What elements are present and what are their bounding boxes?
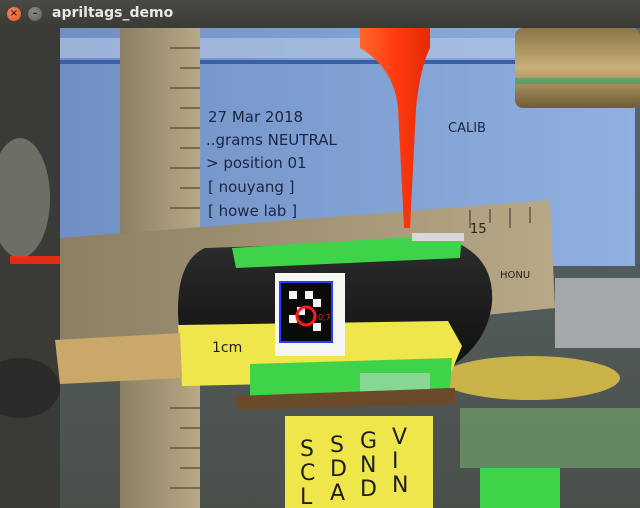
- cylinder-green-band: [515, 78, 640, 84]
- right-base: [460, 408, 640, 468]
- yellow-plate: [440, 356, 620, 400]
- metal-pin: [412, 233, 464, 241]
- pin-col2-row3: A: [330, 481, 345, 506]
- pin-col1-row3: L: [300, 485, 313, 508]
- screen-line-3: > position 01: [206, 154, 307, 172]
- pin-col3-row1: G: [360, 429, 377, 454]
- tag-id-label: 0,7: [318, 313, 331, 322]
- pin-col2-row1: S: [330, 433, 344, 458]
- screen-label-calib: CALIB: [448, 121, 486, 136]
- close-button[interactable]: ×: [7, 7, 21, 21]
- brass-cylinder: [515, 28, 640, 108]
- pin-col1-row2: C: [300, 461, 315, 486]
- green-tape-corner: [480, 468, 560, 508]
- pin-col4-row3: N: [392, 473, 408, 498]
- screen-line-1: 27 Mar 2018: [208, 108, 303, 126]
- window-title: apriltags_demo: [52, 5, 173, 21]
- pin-col2-row2: D: [330, 457, 347, 482]
- screen-line-2: ..grams NEUTRAL: [206, 131, 338, 149]
- tape-label-text: 1cm: [212, 340, 242, 356]
- camera-frame: 27 Mar 2018 ..grams NEUTRAL > position 0…: [0, 28, 640, 508]
- pin-col1-row1: S: [300, 437, 314, 462]
- pin-col4-row2: I: [392, 449, 399, 474]
- pin-col3-row3: D: [360, 477, 377, 502]
- minimize-button[interactable]: –: [28, 7, 42, 21]
- pin-col3-row2: N: [360, 453, 376, 478]
- left-machinery: [0, 28, 60, 508]
- wooden-strip: [55, 333, 182, 384]
- cable-bundle: [555, 278, 640, 348]
- pin-col4-row1: V: [392, 425, 407, 450]
- camera-view: 27 Mar 2018 ..grams NEUTRAL > position 0…: [0, 28, 640, 508]
- title-bar[interactable]: × – apriltags_demo: [0, 0, 640, 29]
- screen-line-5: [ howe lab ]: [208, 202, 297, 220]
- ruler-number: 15: [470, 222, 487, 237]
- screen-line-4: [ nouyang ]: [208, 178, 295, 196]
- ruler-brand: HONU: [500, 270, 530, 281]
